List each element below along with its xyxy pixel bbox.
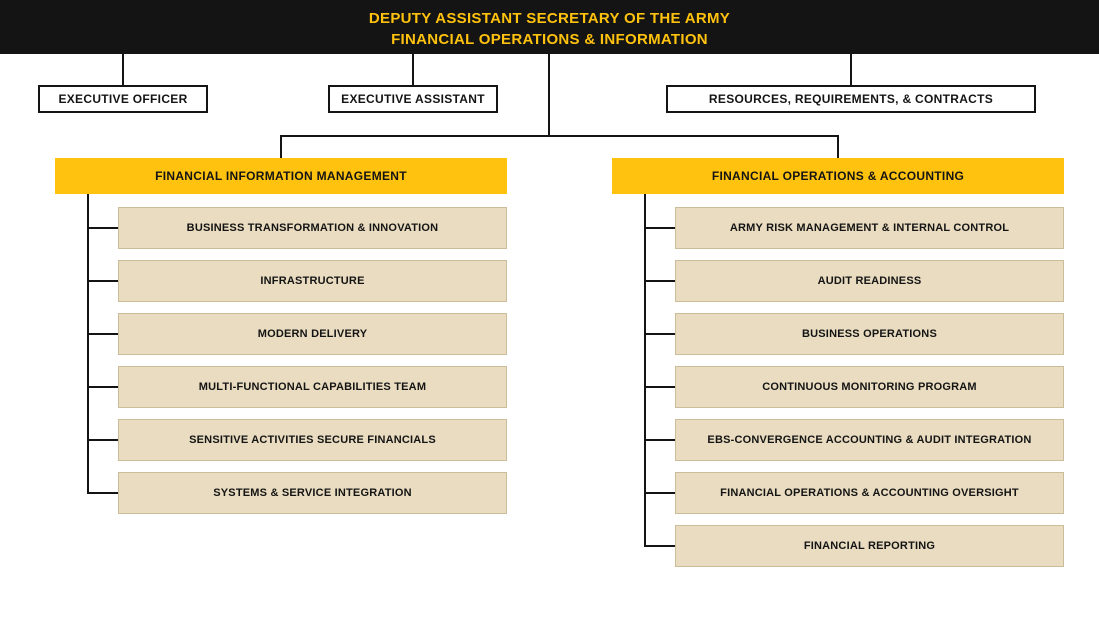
connector-line bbox=[122, 54, 124, 85]
exec-assistant-label: EXECUTIVE ASSISTANT bbox=[341, 92, 485, 106]
right-item-label: ARMY RISK MANAGEMENT & INTERNAL CONTROL bbox=[730, 221, 1009, 235]
branch-left-header: FINANCIAL INFORMATION MANAGEMENT bbox=[55, 158, 507, 194]
right-item-label: CONTINUOUS MONITORING PROGRAM bbox=[762, 380, 977, 394]
connector-line bbox=[644, 439, 675, 441]
exec-assistant-box: EXECUTIVE ASSISTANT bbox=[328, 85, 498, 113]
right-item-label: FINANCIAL OPERATIONS & ACCOUNTING OVERSI… bbox=[720, 486, 1019, 500]
resources-label: RESOURCES, REQUIREMENTS, & CONTRACTS bbox=[709, 92, 993, 106]
right-item-label: BUSINESS OPERATIONS bbox=[802, 327, 937, 341]
connector-line bbox=[87, 439, 118, 441]
left-item: INFRASTRUCTURE bbox=[118, 260, 507, 302]
left-item-label: BUSINESS TRANSFORMATION & INNOVATION bbox=[187, 221, 439, 235]
right-item-label: FINANCIAL REPORTING bbox=[804, 539, 935, 553]
connector-line bbox=[87, 280, 118, 282]
right-item: CONTINUOUS MONITORING PROGRAM bbox=[675, 366, 1064, 408]
connector-line bbox=[412, 54, 414, 85]
left-item: MULTI-FUNCTIONAL CAPABILITIES TEAM bbox=[118, 366, 507, 408]
connector-line bbox=[280, 135, 282, 158]
connector-line bbox=[644, 545, 675, 547]
connector-line bbox=[644, 227, 675, 229]
exec-officer-box: EXECUTIVE OFFICER bbox=[38, 85, 208, 113]
branch-right-header: FINANCIAL OPERATIONS & ACCOUNTING bbox=[612, 158, 1064, 194]
connector-line bbox=[548, 54, 550, 137]
connector-line bbox=[644, 333, 675, 335]
left-item-label: INFRASTRUCTURE bbox=[260, 274, 364, 288]
left-item: BUSINESS TRANSFORMATION & INNOVATION bbox=[118, 207, 507, 249]
connector-line bbox=[837, 135, 839, 158]
connector-line bbox=[87, 227, 118, 229]
left-item: MODERN DELIVERY bbox=[118, 313, 507, 355]
connector-line bbox=[87, 194, 89, 494]
header-banner: DEPUTY ASSISTANT SECRETARY OF THE ARMY F… bbox=[0, 0, 1099, 54]
left-item: SYSTEMS & SERVICE INTEGRATION bbox=[118, 472, 507, 514]
right-item: FINANCIAL OPERATIONS & ACCOUNTING OVERSI… bbox=[675, 472, 1064, 514]
branch-left-title: FINANCIAL INFORMATION MANAGEMENT bbox=[155, 169, 407, 183]
right-item: BUSINESS OPERATIONS bbox=[675, 313, 1064, 355]
connector-line bbox=[644, 492, 675, 494]
right-item-label: AUDIT READINESS bbox=[818, 274, 922, 288]
right-item: ARMY RISK MANAGEMENT & INTERNAL CONTROL bbox=[675, 207, 1064, 249]
resources-box: RESOURCES, REQUIREMENTS, & CONTRACTS bbox=[666, 85, 1036, 113]
connector-line bbox=[850, 54, 852, 85]
left-item-label: MODERN DELIVERY bbox=[258, 327, 368, 341]
connector-line bbox=[644, 194, 646, 547]
header-line1: DEPUTY ASSISTANT SECRETARY OF THE ARMY bbox=[0, 8, 1099, 29]
connector-line bbox=[644, 386, 675, 388]
left-item-label: MULTI-FUNCTIONAL CAPABILITIES TEAM bbox=[199, 380, 426, 394]
right-item: FINANCIAL REPORTING bbox=[675, 525, 1064, 567]
connector-line bbox=[87, 386, 118, 388]
connector-line bbox=[87, 333, 118, 335]
left-item-label: SYSTEMS & SERVICE INTEGRATION bbox=[213, 486, 412, 500]
exec-officer-label: EXECUTIVE OFFICER bbox=[58, 92, 187, 106]
branch-right-title: FINANCIAL OPERATIONS & ACCOUNTING bbox=[712, 169, 964, 183]
header-line2: FINANCIAL OPERATIONS & INFORMATION bbox=[0, 29, 1099, 50]
left-item-label: SENSITIVE ACTIVITIES SECURE FINANCIALS bbox=[189, 433, 436, 447]
left-item: SENSITIVE ACTIVITIES SECURE FINANCIALS bbox=[118, 419, 507, 461]
right-item: EBS-CONVERGENCE ACCOUNTING & AUDIT INTEG… bbox=[675, 419, 1064, 461]
connector-line bbox=[280, 135, 839, 137]
right-item-label: EBS-CONVERGENCE ACCOUNTING & AUDIT INTEG… bbox=[707, 433, 1031, 447]
connector-line bbox=[87, 492, 118, 494]
connector-line bbox=[644, 280, 675, 282]
right-item: AUDIT READINESS bbox=[675, 260, 1064, 302]
